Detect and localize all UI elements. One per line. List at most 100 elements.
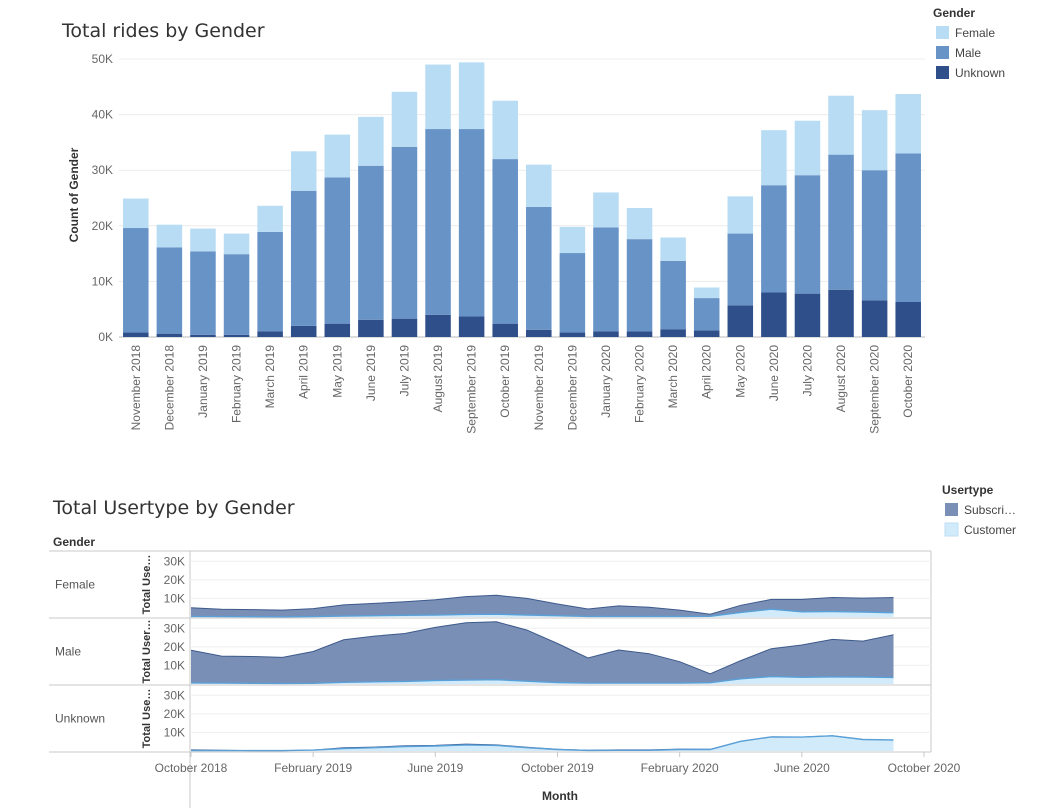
x-tick-label: May 2019 — [330, 345, 344, 398]
y-tick-label: 30K — [164, 621, 185, 635]
legend-swatch-male[interactable] — [936, 46, 949, 59]
bar-male-may-2020 — [727, 233, 754, 306]
area-subscriber-female — [191, 595, 894, 617]
bar-female-september-2020 — [861, 110, 888, 171]
row-label-unknown: Unknown — [55, 712, 105, 726]
rides-y-axis-label: Count of Gender — [67, 147, 81, 242]
bar-unknown-november-2018 — [123, 332, 149, 337]
bar-unknown-september-2020 — [861, 300, 888, 337]
x-tick-label: October 2020 — [901, 345, 915, 418]
bar-unknown-december-2019 — [559, 332, 586, 337]
x-tick-label: September 2020 — [868, 345, 882, 434]
legend-swatch-customer[interactable] — [944, 522, 959, 537]
area-customer-unknown — [191, 735, 894, 751]
x-tick-label: January 2020 — [599, 345, 613, 418]
x-tick-label: June 2020 — [774, 761, 830, 775]
y-tick-label: 30K — [164, 554, 185, 568]
bar-male-may-2019 — [324, 177, 351, 324]
bar-female-may-2020 — [727, 196, 754, 234]
x-tick-label: February 2020 — [641, 761, 719, 775]
x-tick-label: February 2020 — [633, 345, 647, 423]
bar-unknown-march-2019 — [257, 331, 283, 337]
x-tick-label: June 2019 — [364, 345, 378, 401]
usertype-legend-title: Usertype — [942, 483, 994, 497]
bar-female-november-2019 — [526, 164, 552, 207]
bar-female-june-2020 — [761, 130, 787, 186]
legend-label-subscriber[interactable]: Subscri… — [964, 503, 1016, 517]
bar-male-january-2019 — [190, 251, 216, 335]
bar-unknown-august-2020 — [828, 289, 854, 337]
legend-label-unknown[interactable]: Unknown — [955, 66, 1005, 80]
bar-unknown-january-2020 — [593, 331, 619, 337]
legend-label-female[interactable]: Female — [955, 26, 995, 40]
bar-unknown-june-2020 — [761, 292, 787, 337]
bar-unknown-july-2020 — [794, 293, 821, 337]
bar-male-november-2019 — [526, 206, 552, 330]
x-tick-label: June 2019 — [407, 761, 463, 775]
bar-female-february-2019 — [223, 233, 250, 255]
x-tick-label: August 2020 — [834, 345, 848, 413]
y-tick-label: 10K — [164, 591, 185, 605]
x-tick-label: October 2018 — [155, 761, 228, 775]
bar-unknown-april-2020 — [693, 330, 720, 337]
y-tick-label: 0K — [98, 330, 113, 344]
panel-unknown: Unknown Total Use… 10K 20K 30K — [55, 688, 931, 752]
area-subscriber-male — [191, 621, 894, 684]
usertype-legend[interactable]: Usertype Subscri… Customer — [942, 483, 1016, 537]
bar-male-june-2019 — [358, 165, 384, 320]
legend-swatch-female[interactable] — [936, 26, 949, 39]
bar-male-april-2019 — [290, 190, 317, 326]
bar-unknown-october-2020 — [895, 301, 921, 337]
rides-grid — [119, 58, 925, 338]
panel-y-axis-label: Total Use… — [141, 555, 153, 615]
y-tick-label: 40K — [92, 108, 113, 122]
bar-female-april-2019 — [290, 151, 317, 191]
x-tick-label: March 2019 — [263, 345, 277, 409]
x-tick-label: July 2019 — [397, 345, 411, 397]
usertype-x-ticks: October 2018 February 2019 June 2019 Octobe… — [155, 752, 961, 775]
bar-male-december-2019 — [559, 253, 586, 333]
bar-female-december-2019 — [559, 226, 586, 254]
x-tick-label: December 2019 — [565, 345, 579, 431]
legend-swatch-subscriber[interactable] — [945, 503, 958, 516]
bar-female-july-2019 — [391, 91, 418, 147]
legend-label-customer[interactable]: Customer — [964, 523, 1016, 537]
bar-unknown-february-2019 — [223, 334, 250, 337]
bar-male-september-2020 — [861, 170, 888, 301]
y-tick-label: 30K — [92, 163, 113, 177]
rides-x-ticks: November 2018 December 2018 January 2019 Fe… — [129, 345, 915, 434]
bar-female-october-2019 — [492, 100, 518, 160]
gender-legend-title: Gender — [933, 6, 975, 20]
legend-label-male[interactable]: Male — [955, 46, 981, 60]
bar-unknown-june-2019 — [358, 319, 384, 337]
x-tick-label: March 2020 — [666, 345, 680, 409]
usertype-chart-title: Total Usertype by Gender — [52, 497, 295, 519]
y-tick-label: 10K — [164, 658, 185, 672]
x-tick-label: February 2019 — [274, 761, 352, 775]
x-tick-label: December 2018 — [162, 345, 176, 431]
x-tick-label: June 2020 — [767, 345, 781, 401]
y-tick-label: 30K — [164, 688, 185, 702]
bar-male-september-2019 — [458, 129, 485, 317]
rides-chart-title: Total rides by Gender — [61, 20, 265, 42]
gender-legend[interactable]: Gender Female Male Unknown — [933, 6, 1005, 80]
bar-male-january-2020 — [593, 227, 619, 332]
line-subscriber-male — [190, 621, 894, 675]
legend-swatch-unknown[interactable] — [936, 66, 949, 79]
y-tick-label: 50K — [92, 52, 113, 66]
bar-male-march-2019 — [257, 231, 283, 332]
line-customer-male — [190, 675, 894, 685]
bar-unknown-january-2019 — [190, 334, 216, 337]
line-customer-unknown — [191, 735, 894, 752]
bar-male-july-2019 — [391, 146, 418, 319]
bar-male-july-2020 — [794, 175, 821, 294]
row-label-female: Female — [55, 578, 95, 592]
bar-female-march-2020 — [660, 237, 686, 261]
x-tick-label: July 2020 — [800, 345, 814, 397]
bar-female-february-2020 — [626, 208, 653, 240]
bar-male-october-2020 — [895, 153, 921, 302]
bar-male-november-2018 — [123, 228, 149, 333]
x-tick-label: April 2019 — [297, 345, 311, 399]
bar-female-june-2019 — [358, 116, 384, 166]
